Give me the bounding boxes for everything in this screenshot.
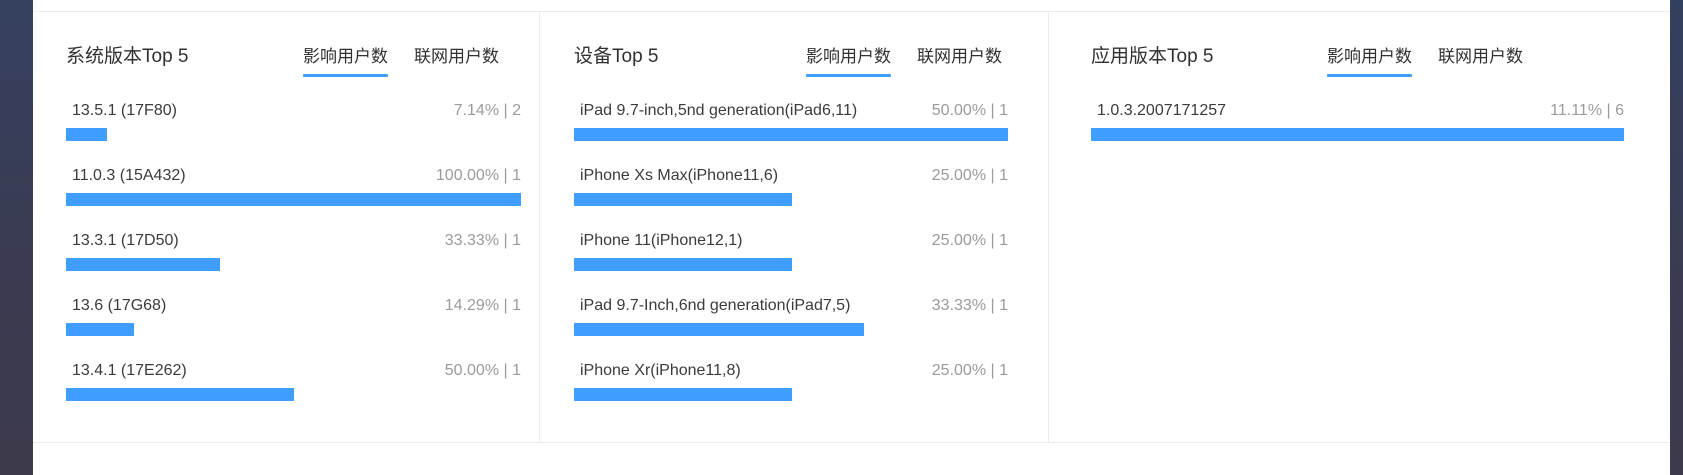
bar-fill — [66, 258, 220, 271]
row-value: 25.00% | 1 — [931, 167, 1008, 184]
bar-track — [1091, 128, 1624, 141]
list-item[interactable]: iPhone Xs Max(iPhone11,6) 25.00% | 1 — [574, 166, 1008, 206]
row-value: 7.14% | 2 — [453, 102, 521, 119]
app-sidebar-strip — [0, 0, 33, 475]
tab-online-users[interactable]: 联网用户数 — [1438, 47, 1523, 66]
bar-fill — [574, 258, 792, 271]
bar-track — [66, 193, 521, 206]
bar-track — [66, 128, 521, 141]
row-line: iPad 9.7-Inch,6nd generation(iPad7,5) 33… — [574, 296, 1008, 316]
row-label: 13.4.1 (17E262) — [72, 362, 187, 379]
row-line: 1.0.3.2007171257 11.11% | 6 — [1091, 101, 1624, 121]
bar-fill — [66, 128, 107, 141]
bar-fill — [66, 193, 521, 206]
row-label: 1.0.3.2007171257 — [1097, 102, 1227, 119]
bar-track — [66, 388, 521, 401]
panel-header: 设备Top 5 影响用户数 联网用户数 — [540, 45, 1048, 101]
panel-rows: iPad 9.7-inch,5nd generation(iPad6,11) 5… — [540, 101, 1048, 401]
bar-track — [574, 193, 1008, 206]
row-label: 13.5.1 (17F80) — [72, 102, 177, 119]
row-label: iPhone 11(iPhone12,1) — [580, 232, 743, 249]
list-item[interactable]: iPhone Xr(iPhone11,8) 25.00% | 1 — [574, 361, 1008, 401]
row-label: 13.3.1 (17D50) — [72, 232, 179, 249]
panel-rows: 13.5.1 (17F80) 7.14% | 2 11.0.3 (15A432)… — [33, 101, 539, 401]
list-item[interactable]: iPad 9.7-Inch,6nd generation(iPad7,5) 33… — [574, 296, 1008, 336]
metric-tabs: 影响用户数 联网用户数 — [1327, 45, 1523, 77]
row-value: 50.00% | 1 — [931, 102, 1008, 119]
row-value: 25.00% | 1 — [931, 362, 1008, 379]
tab-affected-users[interactable]: 影响用户数 — [303, 45, 388, 77]
bar-track — [574, 388, 1008, 401]
list-item[interactable]: 11.0.3 (15A432) 100.00% | 1 — [66, 166, 521, 206]
row-value: 11.11% | 6 — [1550, 102, 1624, 119]
row-value: 33.33% | 1 — [931, 297, 1008, 314]
row-line: iPad 9.7-inch,5nd generation(iPad6,11) 5… — [574, 101, 1008, 121]
row-value: 50.00% | 1 — [444, 362, 521, 379]
bar-fill — [66, 388, 295, 401]
bar-track — [574, 258, 1008, 271]
bar-fill — [574, 388, 792, 401]
panel-header: 应用版本Top 5 影响用户数 联网用户数 — [1049, 45, 1668, 101]
row-label: 11.0.3 (15A432) — [72, 167, 186, 184]
bar-track — [574, 323, 1008, 336]
panel-title: 系统版本Top 5 — [66, 46, 189, 67]
row-label: iPhone Xr(iPhone11,8) — [580, 362, 741, 379]
metric-tabs: 影响用户数 联网用户数 — [806, 45, 1002, 77]
panel-title: 设备Top 5 — [574, 46, 659, 67]
row-label: iPhone Xs Max(iPhone11,6) — [580, 167, 779, 184]
row-line: iPhone 11(iPhone12,1) 25.00% | 1 — [574, 231, 1008, 251]
row-value: 33.33% | 1 — [444, 232, 521, 249]
row-value: 25.00% | 1 — [931, 232, 1008, 249]
panel-system-version: 系统版本Top 5 影响用户数 联网用户数 13.5.1 (17F80) 7.1… — [33, 12, 539, 442]
row-line: iPhone Xr(iPhone11,8) 25.00% | 1 — [574, 361, 1008, 381]
row-line: 13.3.1 (17D50) 33.33% | 1 — [66, 231, 521, 251]
row-line: 13.4.1 (17E262) 50.00% | 1 — [66, 361, 521, 381]
row-value: 14.29% | 1 — [444, 297, 521, 314]
metric-tabs: 影响用户数 联网用户数 — [303, 45, 499, 77]
bar-track — [574, 128, 1008, 141]
list-item[interactable]: 1.0.3.2007171257 11.11% | 6 — [1091, 101, 1624, 141]
panel-rows: 1.0.3.2007171257 11.11% | 6 — [1049, 101, 1668, 141]
row-label: iPad 9.7-inch,5nd generation(iPad6,11) — [580, 102, 858, 119]
panel-app-version: 应用版本Top 5 影响用户数 联网用户数 1.0.3.2007171257 1… — [1048, 12, 1668, 442]
tab-online-users[interactable]: 联网用户数 — [917, 47, 1002, 66]
row-line: 13.6 (17G68) 14.29% | 1 — [66, 296, 521, 316]
list-item[interactable]: iPhone 11(iPhone12,1) 25.00% | 1 — [574, 231, 1008, 271]
list-item[interactable]: iPad 9.7-inch,5nd generation(iPad6,11) 5… — [574, 101, 1008, 141]
row-line: 11.0.3 (15A432) 100.00% | 1 — [66, 166, 521, 186]
top5-card: 系统版本Top 5 影响用户数 联网用户数 13.5.1 (17F80) 7.1… — [33, 11, 1670, 443]
row-line: 13.5.1 (17F80) 7.14% | 2 — [66, 101, 521, 121]
panel-header: 系统版本Top 5 影响用户数 联网用户数 — [33, 45, 539, 101]
tab-online-users[interactable]: 联网用户数 — [414, 47, 499, 66]
bar-fill — [66, 323, 135, 336]
row-value: 100.00% | 1 — [435, 167, 521, 184]
tab-affected-users[interactable]: 影响用户数 — [1327, 45, 1412, 77]
app-right-strip — [1670, 0, 1683, 475]
row-label: iPad 9.7-Inch,6nd generation(iPad7,5) — [580, 297, 851, 314]
bar-fill — [574, 128, 1008, 141]
row-label: 13.6 (17G68) — [72, 297, 167, 314]
list-item[interactable]: 13.5.1 (17F80) 7.14% | 2 — [66, 101, 521, 141]
list-item[interactable]: 13.6 (17G68) 14.29% | 1 — [66, 296, 521, 336]
bar-fill — [1091, 128, 1624, 141]
tab-affected-users[interactable]: 影响用户数 — [806, 45, 891, 77]
bar-fill — [574, 323, 864, 336]
bar-track — [66, 258, 521, 271]
list-item[interactable]: 13.4.1 (17E262) 50.00% | 1 — [66, 361, 521, 401]
panel-title: 应用版本Top 5 — [1091, 46, 1214, 67]
bar-fill — [574, 193, 792, 206]
bar-track — [66, 323, 521, 336]
panel-device: 设备Top 5 影响用户数 联网用户数 iPad 9.7-inch,5nd ge… — [539, 12, 1048, 442]
row-line: iPhone Xs Max(iPhone11,6) 25.00% | 1 — [574, 166, 1008, 186]
list-item[interactable]: 13.3.1 (17D50) 33.33% | 1 — [66, 231, 521, 271]
